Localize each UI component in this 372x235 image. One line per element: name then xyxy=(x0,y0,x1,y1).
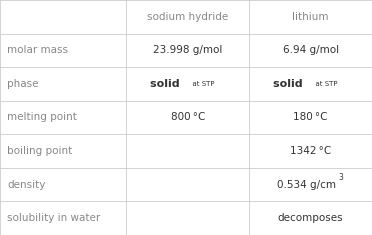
Text: melting point: melting point xyxy=(7,113,77,122)
Text: decomposes: decomposes xyxy=(278,213,343,223)
Text: solubility in water: solubility in water xyxy=(7,213,101,223)
Text: sodium hydride: sodium hydride xyxy=(147,12,228,22)
Text: solid: solid xyxy=(151,79,188,89)
Text: density: density xyxy=(7,180,46,190)
Text: 23.998 g/mol: 23.998 g/mol xyxy=(153,45,222,55)
Text: phase: phase xyxy=(7,79,39,89)
Text: solid: solid xyxy=(273,79,311,89)
Text: lithium: lithium xyxy=(292,12,329,22)
Text: 3: 3 xyxy=(339,173,343,182)
Text: 1342 °C: 1342 °C xyxy=(290,146,331,156)
Text: at STP: at STP xyxy=(311,81,337,87)
Text: molar mass: molar mass xyxy=(7,45,68,55)
Text: 180 °C: 180 °C xyxy=(294,113,328,122)
Text: boiling point: boiling point xyxy=(7,146,73,156)
Text: 800 °C: 800 °C xyxy=(171,113,205,122)
Text: at STP: at STP xyxy=(188,81,214,87)
Text: 6.94 g/mol: 6.94 g/mol xyxy=(283,45,339,55)
Text: 0.534 g/cm: 0.534 g/cm xyxy=(278,180,336,190)
